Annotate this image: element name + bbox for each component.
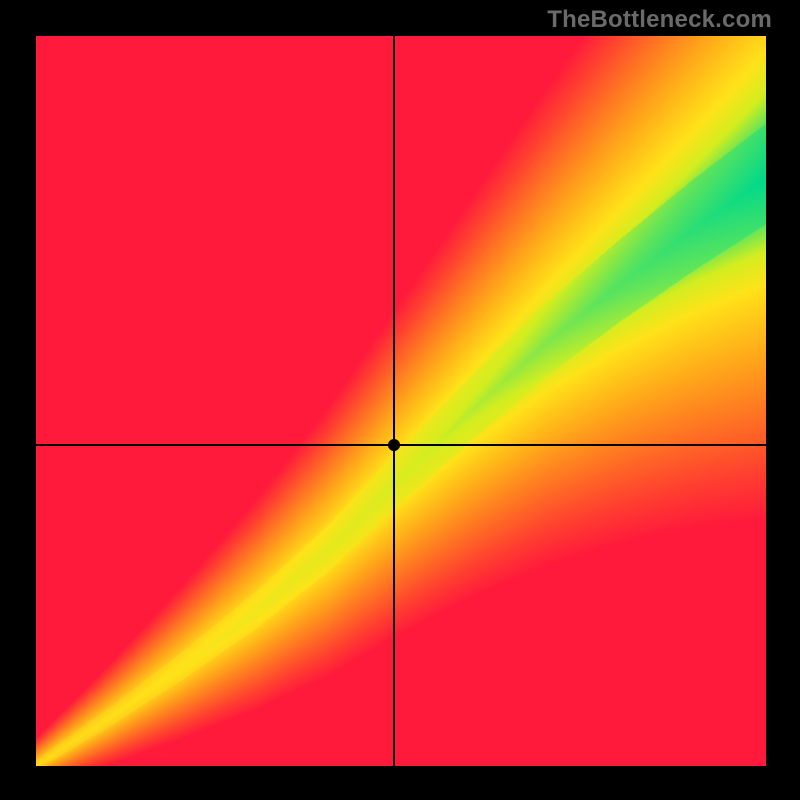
watermark-text: TheBottleneck.com bbox=[547, 6, 772, 34]
crosshair-vertical bbox=[393, 36, 395, 766]
figure-container: TheBottleneck.com bbox=[0, 0, 800, 800]
crosshair-marker bbox=[388, 439, 400, 451]
crosshair-horizontal bbox=[36, 444, 766, 446]
heatmap-canvas bbox=[36, 36, 766, 766]
plot-area bbox=[36, 36, 766, 766]
